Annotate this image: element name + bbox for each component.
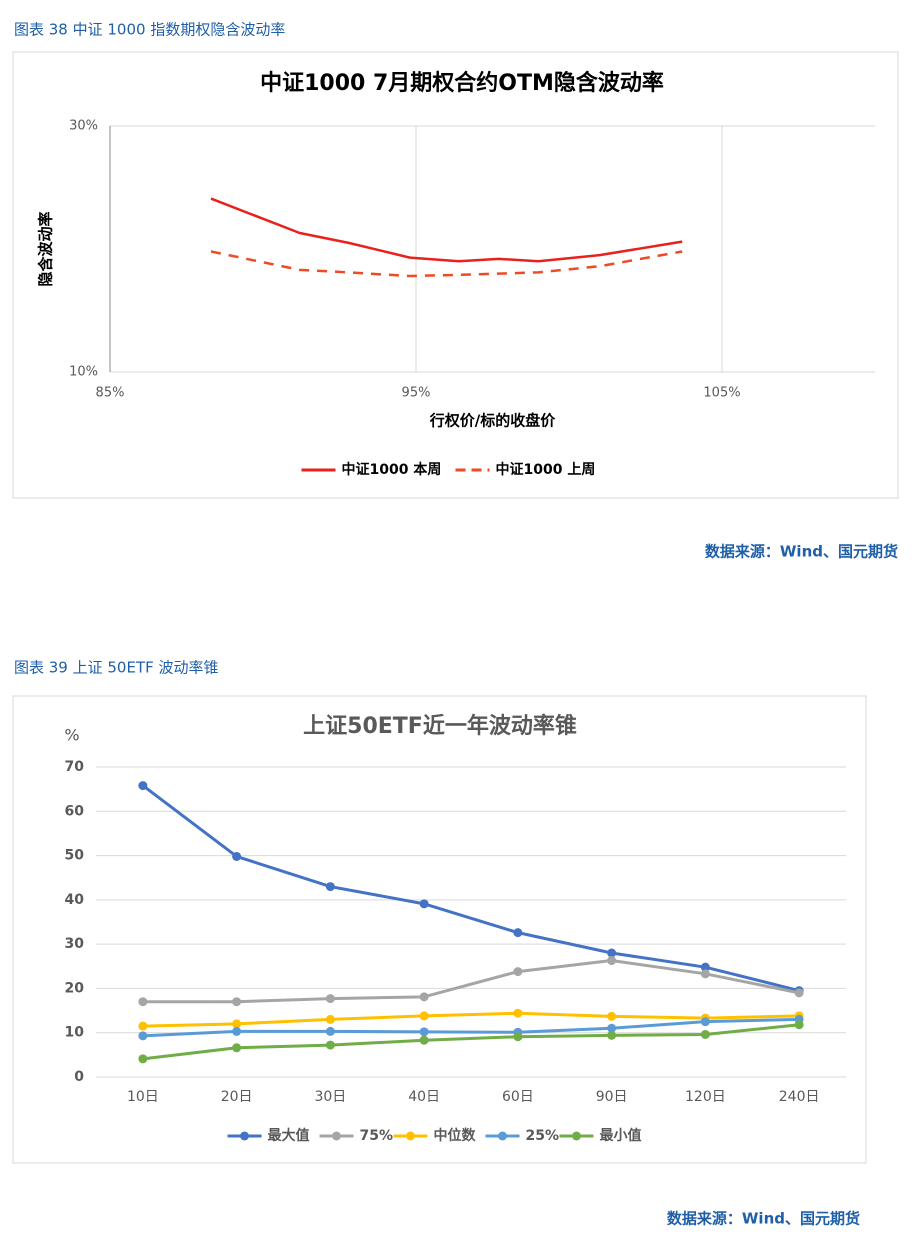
y-axis-title: 隐含波动率 — [37, 211, 55, 286]
point — [138, 1021, 148, 1031]
point — [232, 1043, 242, 1053]
point — [700, 962, 710, 972]
y-tick-label: 30% — [69, 119, 98, 134]
point — [513, 1008, 523, 1018]
point — [419, 992, 429, 1002]
series-line — [142, 959, 800, 1004]
series-line — [142, 1023, 800, 1061]
legend-label: 最小值 — [600, 1127, 642, 1144]
legend-label: 中证1000 本周 — [342, 461, 442, 478]
legend-marker — [498, 1131, 507, 1141]
point — [700, 969, 710, 979]
point — [325, 1014, 335, 1024]
legend-marker — [572, 1131, 581, 1141]
point — [232, 997, 242, 1007]
x-tick-label: 90日 — [596, 1089, 628, 1105]
point — [607, 1011, 617, 1021]
chart-frame — [12, 51, 899, 499]
point — [513, 1032, 523, 1042]
y-tick-label: 0 — [74, 1069, 84, 1085]
point — [794, 1020, 804, 1030]
y-tick-label: 40 — [65, 892, 85, 908]
y-tick-label: 10 — [65, 1025, 85, 1041]
figure-caption: 图表 39 上证 50ETF 波动率锥 — [14, 659, 219, 677]
figure-caption: 图表 38 中证 1000 指数期权隐含波动率 — [14, 21, 285, 39]
y-tick-label: 50 — [65, 848, 85, 864]
point — [607, 948, 617, 958]
y-tick-label: 70 — [65, 759, 85, 775]
x-tick-label: 95% — [402, 386, 431, 401]
source-note: 数据来源：Wind、国元期货 — [667, 1210, 860, 1228]
x-tick-label: 20日 — [221, 1089, 253, 1105]
point — [607, 1023, 617, 1033]
series-line — [142, 1017, 800, 1038]
legend-label: 25% — [526, 1128, 560, 1144]
y-tick-label: 10% — [69, 365, 98, 380]
legend-label: 75% — [360, 1128, 394, 1144]
point — [607, 1030, 617, 1040]
legend-label: 中证1000 上周 — [496, 461, 596, 478]
y-tick-label: 60 — [65, 803, 85, 819]
legend-marker — [332, 1131, 341, 1141]
point — [325, 994, 335, 1004]
legend-label: 中位数 — [434, 1127, 477, 1144]
point — [232, 1026, 242, 1036]
x-tick-label: 40日 — [408, 1089, 440, 1105]
point — [138, 781, 148, 791]
chart-title: 中证1000 7月期权合约OTM隐含波动率 — [260, 70, 664, 96]
point — [419, 1027, 429, 1037]
point — [419, 1035, 429, 1045]
point — [419, 1011, 429, 1021]
y-axis-title: % — [64, 726, 79, 745]
series-line — [142, 1011, 800, 1028]
y-tick-label: 20 — [65, 980, 85, 996]
point — [607, 956, 617, 966]
x-tick-label: 85% — [96, 386, 125, 401]
point — [232, 851, 242, 861]
x-tick-label: 10日 — [127, 1089, 159, 1105]
point — [700, 1029, 710, 1039]
point — [138, 997, 148, 1007]
source-note: 数据来源：Wind、国元期货 — [705, 543, 898, 561]
point — [325, 1026, 335, 1036]
legend-marker — [406, 1131, 415, 1141]
point — [419, 899, 429, 909]
legend-marker — [240, 1131, 249, 1141]
point — [513, 967, 523, 977]
point — [138, 1031, 148, 1041]
y-tick-label: 30 — [65, 936, 85, 952]
chart-title: 上证50ETF近一年波动率锥 — [303, 713, 577, 739]
point — [232, 1019, 242, 1029]
series-line — [141, 784, 800, 993]
x-tick-label: 105% — [703, 386, 740, 401]
x-tick-label: 60日 — [502, 1089, 534, 1105]
x-tick-label: 120日 — [685, 1089, 726, 1105]
x-axis-title: 行权价/标的收盘价 — [429, 412, 556, 430]
point — [700, 1017, 710, 1027]
series-line — [210, 197, 683, 263]
x-tick-label: 30日 — [314, 1089, 346, 1105]
chart-frame — [12, 695, 867, 1164]
legend-label: 最大值 — [268, 1127, 310, 1144]
point — [325, 882, 335, 892]
point — [794, 988, 804, 998]
point — [138, 1054, 148, 1064]
point — [325, 1040, 335, 1050]
x-tick-label: 240日 — [779, 1089, 820, 1105]
point — [513, 928, 523, 938]
